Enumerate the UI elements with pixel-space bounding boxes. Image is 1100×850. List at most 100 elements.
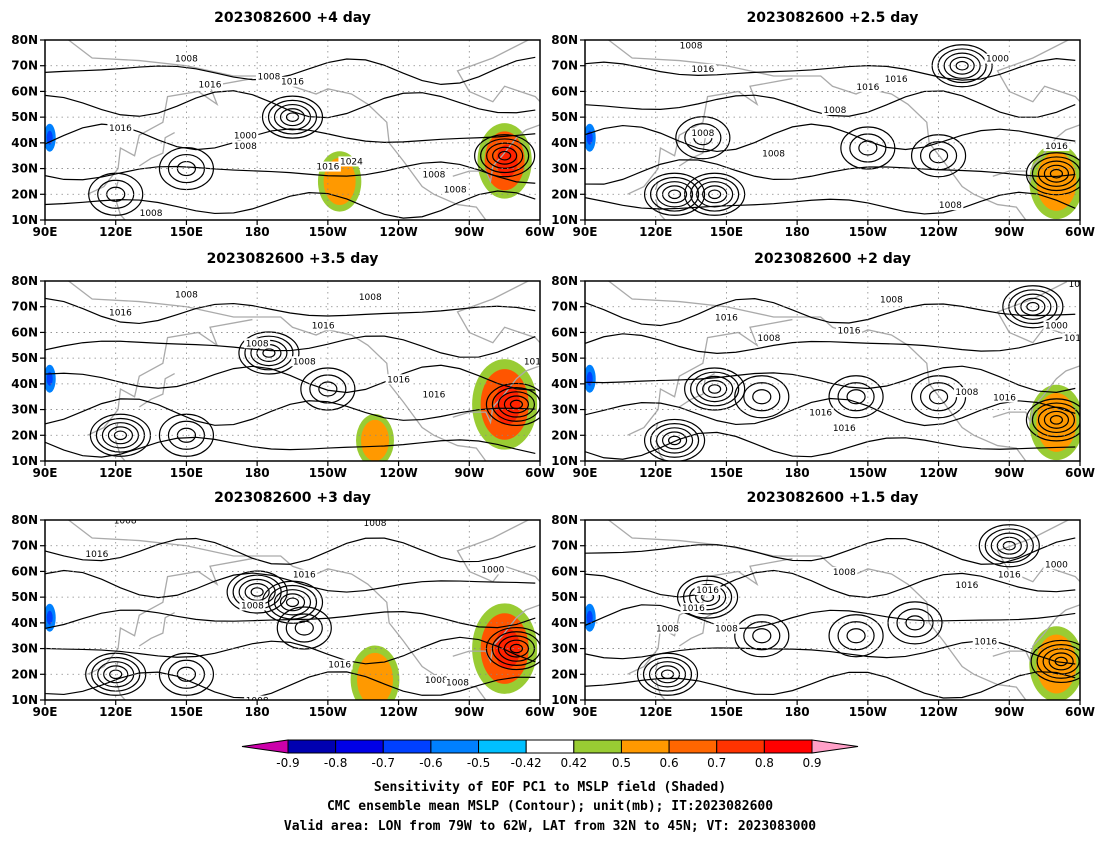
map-frame: [44, 39, 541, 221]
contour-label: 1008: [246, 339, 269, 349]
y-tick-label: 80N: [551, 513, 578, 527]
lat-lon-grid: [45, 40, 540, 220]
contour-label: 1016: [85, 550, 108, 560]
colorbar-box: [620, 739, 670, 754]
contour-label-bg: [1043, 320, 1070, 331]
colorbar-box: [668, 739, 718, 754]
low-pressure-contour: [1025, 152, 1080, 196]
lat-lon-grid: [45, 281, 540, 461]
contour-label-bg: [689, 128, 716, 139]
low-pressure-contour: [1048, 652, 1074, 671]
contour-label-bg: [713, 312, 740, 323]
y-tick-label: 30N: [11, 642, 38, 656]
high-pressure-contour: [743, 621, 781, 651]
y-tick-label: 70N: [11, 539, 38, 553]
contour-label-bg: [232, 141, 259, 151]
contour-label: 1008: [293, 357, 316, 367]
low-pressure-contour: [636, 652, 699, 696]
y-tick-label: 40N: [11, 616, 38, 630]
x-tick-label: 90E: [573, 225, 598, 239]
sensitivity-shade-red: [494, 384, 521, 425]
low-pressure-contour: [267, 584, 318, 620]
y-tick-label: 60N: [11, 564, 38, 578]
low-pressure-contour: [649, 423, 700, 458]
low-pressure-contour: [1043, 164, 1070, 183]
low-pressure-contour: [1049, 415, 1064, 425]
x-tick-label: 120W: [379, 466, 417, 480]
high-pressure-contour: [828, 614, 884, 658]
contour-label-bg: [107, 307, 134, 318]
low-pressure-contour: [676, 575, 739, 619]
high-pressure-contour: [928, 148, 949, 164]
contour-label: 1016: [422, 391, 445, 401]
contour-label: 1000: [986, 55, 1009, 65]
contour-label: 1016: [281, 78, 304, 88]
x-tick-label: 150E: [710, 466, 743, 480]
low-pressure-contour: [682, 579, 733, 615]
low-pressure-contour: [690, 371, 740, 407]
sensitivity-shade-blue-core: [46, 371, 53, 386]
y-tick-label: 30N: [11, 403, 38, 417]
low-pressure-contour: [661, 431, 688, 450]
contour-label-bg: [953, 579, 980, 590]
x-tick-label: 180: [245, 225, 270, 239]
contour-label-bg: [831, 567, 858, 577]
high-pressure-contour: [285, 613, 323, 643]
contour-label: 1008: [656, 625, 679, 635]
colorbar: -0.9 -0.8 -0.7 -0.6 -0.5 -0.42 0.42 0.5 0.6 0.7 0.…: [241, 739, 859, 770]
high-pressure-contour: [840, 126, 896, 170]
x-tick-label: 180: [785, 466, 810, 480]
contour-label-bg: [883, 74, 910, 85]
contour-label: 1016: [715, 314, 738, 324]
axis-ticks: 90E 120E 150E 180 150W 120W 90W 60W 10N 20N 30N 40N…: [551, 513, 1095, 719]
y-tick-label: 40N: [551, 136, 578, 150]
high-pressure-contour: [675, 116, 731, 160]
contour-label-bg: [821, 105, 848, 115]
contour-label: 1008: [823, 106, 846, 116]
high-pressure-contour: [828, 375, 884, 419]
low-pressure-contour: [509, 399, 524, 410]
x-tick-label: 90W: [454, 466, 484, 480]
low-pressure-contour: [684, 367, 746, 411]
high-pressure-contour: [167, 659, 206, 689]
low-pressure-contour: [1026, 301, 1040, 312]
high-pressure-contour: [837, 621, 875, 651]
high-pressure-contour: [734, 375, 790, 419]
x-tick-label: 120W: [379, 705, 417, 719]
low-pressure-contour: [480, 138, 530, 174]
contour-label: 1016: [328, 661, 351, 671]
contour-label: 1000: [1045, 321, 1068, 331]
contour-label-bg: [937, 200, 964, 211]
y-tick-label: 10N: [551, 454, 578, 468]
contour-label-bg: [991, 392, 1018, 403]
contour-label-bg: [996, 569, 1023, 580]
sensitivity-shade-blue-core: [586, 610, 593, 625]
map-panels: 2023082600 +4 day10081016101610081016100…: [11, 10, 1095, 719]
high-pressure-contour: [167, 153, 206, 184]
contour-label: 1008: [715, 625, 738, 635]
contour-label: 1008: [175, 290, 198, 300]
y-tick-label: 50N: [551, 590, 578, 604]
contour-label: 1008: [246, 697, 269, 707]
sensitivity-shade-orange: [356, 652, 394, 700]
x-tick-label: 120E: [99, 225, 132, 239]
contour-label-bg: [689, 63, 716, 74]
map-panel-1: 2023082600 +4 day10081016101610081016100…: [11, 10, 555, 239]
x-tick-label: 180: [785, 705, 810, 719]
low-pressure-contour: [1043, 410, 1070, 429]
low-pressure-contour: [485, 382, 540, 427]
y-tick-label: 60N: [11, 84, 38, 98]
contour-label: 1016: [109, 124, 132, 134]
contour-label-bg: [760, 148, 787, 159]
high-pressure-contour: [276, 606, 332, 650]
y-tick-label: 50N: [11, 590, 38, 604]
low-pressure-contour: [1037, 406, 1076, 434]
contour-label-bg: [854, 81, 881, 92]
x-tick-label: 60W: [1065, 225, 1095, 239]
low-pressure-contour: [708, 384, 722, 394]
low-pressure-contour: [244, 582, 270, 601]
contour-label: 1008: [955, 388, 978, 398]
y-tick-label: 40N: [11, 136, 38, 150]
contour-label-bg: [83, 549, 110, 559]
colorbar-label: 0.6: [660, 756, 679, 770]
